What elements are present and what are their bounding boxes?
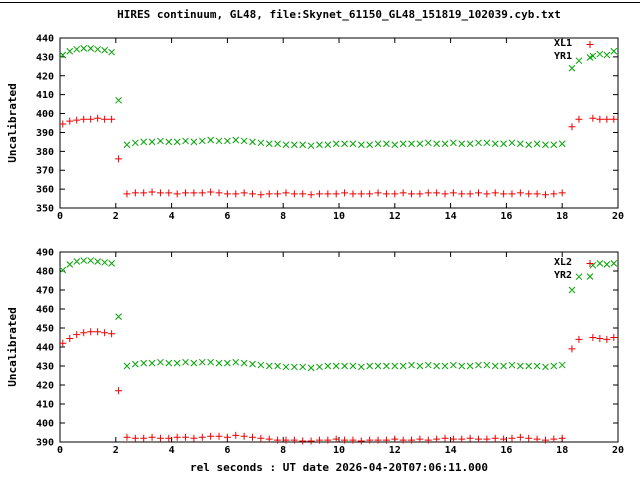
svg-text:16: 16 [500,445,512,456]
svg-text:410: 410 [36,90,54,101]
svg-text:18: 18 [556,445,568,456]
window-top-edge [0,2,640,3]
svg-text:0: 0 [57,445,63,456]
svg-text:430: 430 [36,52,54,63]
svg-text:18: 18 [556,211,568,222]
legend-label-yr1: YR1 [553,51,572,62]
svg-text:440: 440 [36,34,54,45]
svg-text:400: 400 [36,419,54,430]
svg-text:8: 8 [280,445,286,456]
x-axis-label: rel seconds : UT date 2026-04-20T07:06:1… [189,461,488,474]
svg-text:440: 440 [36,343,54,354]
svg-text:390: 390 [36,128,54,139]
y-axis-label-top: Uncalibrated [6,83,19,163]
y-axis-label-bottom: Uncalibrated [6,307,19,387]
svg-text:480: 480 [36,267,54,278]
svg-text:4: 4 [169,445,175,456]
svg-text:350: 350 [36,204,54,215]
svg-text:2: 2 [113,211,119,222]
svg-text:20: 20 [612,211,624,222]
svg-text:14: 14 [445,445,457,456]
svg-text:370: 370 [36,166,54,177]
svg-text:360: 360 [36,185,54,196]
svg-text:400: 400 [36,109,54,120]
svg-text:460: 460 [36,305,54,316]
svg-text:420: 420 [36,381,54,392]
svg-text:12: 12 [389,445,401,456]
svg-text:10: 10 [333,445,345,456]
svg-text:420: 420 [36,71,54,82]
svg-text:8: 8 [280,211,286,222]
svg-text:450: 450 [36,324,54,335]
svg-text:410: 410 [36,400,54,411]
svg-text:4: 4 [169,211,175,222]
legend-label-xl1: XL1 [553,38,572,49]
svg-text:10: 10 [333,211,345,222]
legend-label-xl2: XL2 [553,257,572,268]
svg-text:20: 20 [612,445,624,456]
svg-text:430: 430 [36,362,54,373]
svg-text:470: 470 [36,286,54,297]
svg-text:490: 490 [36,248,54,259]
svg-text:6: 6 [224,211,230,222]
chart-title: HIRES continuum, GL48, file:Skynet_61150… [117,8,561,21]
svg-text:6: 6 [224,445,230,456]
svg-text:14: 14 [445,211,457,222]
svg-text:2: 2 [113,445,119,456]
svg-text:0: 0 [57,211,63,222]
svg-text:12: 12 [389,211,401,222]
svg-text:16: 16 [500,211,512,222]
legend-label-yr2: YR2 [553,270,572,281]
svg-text:380: 380 [36,147,54,158]
svg-text:390: 390 [36,438,54,449]
